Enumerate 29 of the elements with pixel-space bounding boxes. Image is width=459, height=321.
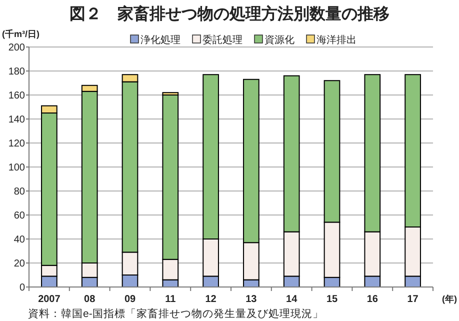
x-tick-label: 15 (326, 294, 338, 305)
x-tick-label: 2007 (38, 294, 61, 305)
x-tick-label: 16 (366, 294, 378, 305)
text: 資料：韓国e-国指標「家畜排せつ物の発生量及び処理現況」 (28, 307, 324, 320)
x-tick-label: 11 (165, 294, 176, 305)
y-tick-label: 80 (14, 186, 26, 198)
legend-label: 委託処理 (202, 34, 242, 46)
y-tick-label: 200 (8, 42, 26, 54)
x-tick-label: 13 (246, 294, 258, 305)
y-tick-label: 60 (14, 210, 26, 222)
y-tick-label: 40 (14, 234, 26, 246)
x-axis-title: (年) (442, 294, 457, 304)
y-tick-label: 120 (8, 138, 26, 150)
y-tick-label: 0 (19, 282, 26, 294)
x-tick-label: 12 (205, 294, 217, 305)
y-tick-label: 140 (8, 114, 26, 126)
y-tick-label: 180 (8, 66, 26, 78)
y-tick-label: 20 (14, 258, 26, 270)
x-tick-label: 17 (407, 294, 419, 305)
x-tick-label: 14 (286, 294, 298, 305)
legend-label: 浄化処理 (140, 34, 180, 46)
x-tick-label: 08 (84, 294, 96, 305)
x-tick-label: 09 (124, 294, 136, 305)
y-tick-label: 160 (8, 90, 26, 102)
legend-label: 資源化 (264, 34, 294, 46)
y-axis-title: (千m³/日) (2, 29, 40, 39)
chart-title: 図２ 家畜排せつ物の処理方法別数量の推移 (70, 4, 390, 23)
y-tick-label: 100 (8, 162, 26, 174)
legend-label: 海洋排出 (316, 34, 356, 46)
